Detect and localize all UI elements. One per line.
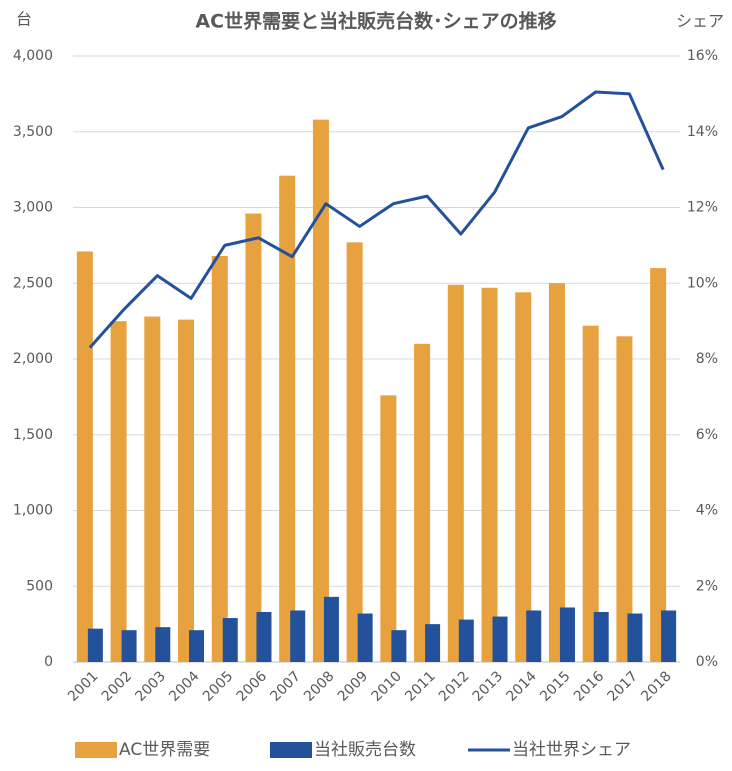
bar bbox=[178, 319, 195, 662]
x-tick-label: 2006 bbox=[234, 668, 271, 705]
bar bbox=[661, 610, 677, 662]
y-tick-label: 3,500 bbox=[13, 124, 53, 140]
x-tick-label: 2011 bbox=[402, 668, 439, 705]
bar bbox=[481, 287, 498, 662]
y2-tick-label: 14% bbox=[687, 124, 718, 140]
x-tick-label: 2003 bbox=[132, 668, 169, 705]
y-axis-title: 台 bbox=[16, 10, 32, 29]
bar bbox=[593, 612, 609, 662]
x-tick-label: 2012 bbox=[436, 668, 473, 705]
x-tick-label: 2018 bbox=[638, 668, 675, 705]
x-tick-label: 2005 bbox=[200, 668, 237, 705]
y-tick-label: 4,000 bbox=[13, 48, 53, 64]
y-tick-label: 1,500 bbox=[13, 427, 53, 443]
bar bbox=[650, 268, 667, 662]
y-tick-label: 3,000 bbox=[13, 200, 53, 216]
bar bbox=[447, 284, 464, 662]
bar bbox=[155, 627, 171, 662]
bar bbox=[76, 251, 93, 662]
bar bbox=[380, 395, 397, 662]
y-tick-label: 2,000 bbox=[13, 351, 53, 367]
bar bbox=[144, 316, 161, 662]
y2-tick-label: 10% bbox=[687, 275, 718, 291]
bar bbox=[414, 343, 431, 662]
x-tick-label: 2014 bbox=[503, 668, 540, 705]
x-tick-label: 2017 bbox=[605, 668, 642, 705]
bar bbox=[526, 610, 542, 662]
bar bbox=[121, 630, 137, 662]
x-tick-label: 2009 bbox=[335, 668, 372, 705]
x-tick-label: 2015 bbox=[537, 668, 574, 705]
y-tick-label: 0 bbox=[44, 654, 53, 670]
bar bbox=[222, 618, 238, 662]
bar bbox=[290, 610, 306, 662]
x-tick-label: 2013 bbox=[470, 668, 507, 705]
bar bbox=[323, 596, 339, 662]
legend-label: 当社販売台数 bbox=[314, 740, 416, 760]
bar bbox=[110, 321, 127, 662]
share-line bbox=[88, 90, 665, 349]
bar bbox=[559, 607, 575, 662]
y2-tick-label: 12% bbox=[687, 200, 718, 216]
bar bbox=[87, 628, 103, 662]
bar bbox=[312, 119, 329, 662]
y2-tick-label: 4% bbox=[696, 503, 718, 519]
bar bbox=[548, 283, 565, 662]
y2-tick-label: 2% bbox=[696, 578, 718, 594]
x-tick-label: 2008 bbox=[301, 668, 338, 705]
legend-label: 当社世界シェア bbox=[512, 740, 631, 760]
legend-label: AC世界需要 bbox=[119, 740, 210, 760]
x-tick-label: 2004 bbox=[166, 668, 203, 705]
bar bbox=[492, 616, 508, 662]
chart-title: AC世界需要と当社販売台数･シェアの推移 bbox=[195, 10, 556, 33]
bar bbox=[582, 325, 599, 662]
bar bbox=[346, 242, 363, 662]
y2-tick-label: 8% bbox=[696, 351, 718, 367]
bar bbox=[391, 630, 407, 662]
y2-tick-label: 16% bbox=[687, 48, 718, 64]
bar bbox=[211, 255, 228, 663]
x-tick-label: 2016 bbox=[571, 668, 608, 705]
y2-axis-title: シェア bbox=[676, 12, 724, 31]
x-tick-label: 2010 bbox=[369, 668, 406, 705]
bar bbox=[245, 213, 262, 662]
bar bbox=[616, 336, 633, 662]
y-tick-label: 500 bbox=[26, 578, 53, 594]
x-tick-label: 2002 bbox=[99, 668, 136, 705]
bar bbox=[425, 624, 441, 662]
bar bbox=[279, 175, 296, 662]
bar bbox=[627, 613, 643, 662]
bar bbox=[515, 292, 532, 662]
y2-tick-label: 6% bbox=[696, 427, 718, 443]
x-tick-label: 2001 bbox=[65, 668, 102, 705]
y-tick-label: 2,500 bbox=[13, 275, 53, 291]
bar bbox=[256, 612, 272, 662]
x-tick-label: 2007 bbox=[267, 668, 304, 705]
bar bbox=[189, 630, 205, 662]
bar bbox=[357, 613, 373, 662]
legend-swatch bbox=[270, 742, 312, 758]
bar bbox=[458, 619, 474, 662]
y2-tick-label: 0% bbox=[696, 654, 718, 670]
legend-swatch bbox=[75, 742, 117, 758]
y-tick-label: 1,000 bbox=[13, 503, 53, 519]
